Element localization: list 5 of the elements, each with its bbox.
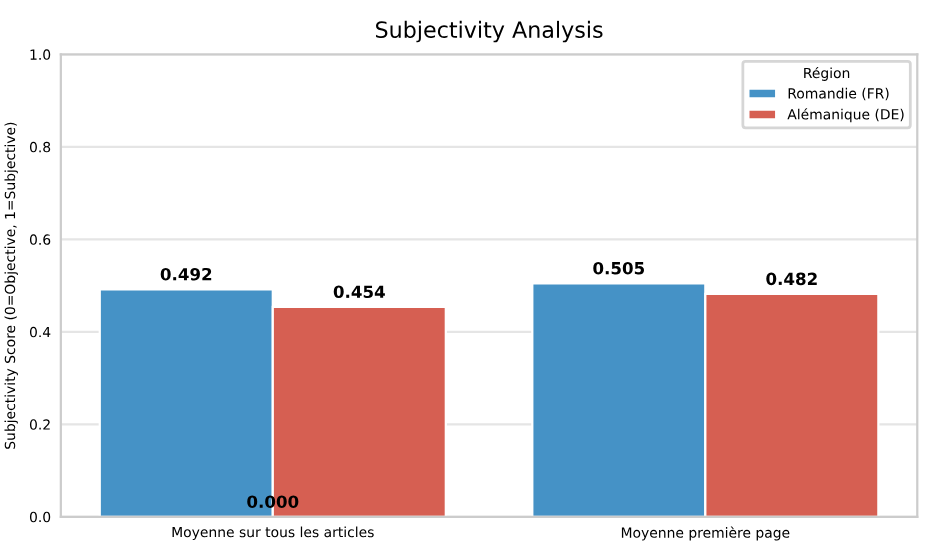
data-label: 0.492 bbox=[160, 267, 212, 281]
chart-title: Subjectivity Analysis bbox=[376, 20, 603, 43]
data-label: 0.482 bbox=[766, 272, 817, 286]
data-label: 0.505 bbox=[593, 261, 645, 275]
data-label: 0.454 bbox=[333, 285, 385, 299]
